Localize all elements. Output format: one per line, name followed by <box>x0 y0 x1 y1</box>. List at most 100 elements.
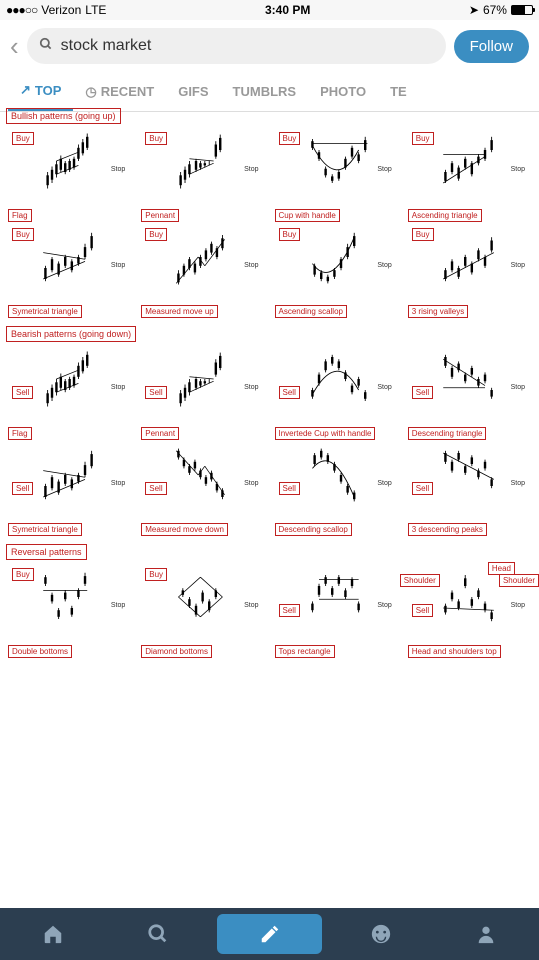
action-label: Buy <box>412 228 434 241</box>
carrier-label: Verizon <box>41 3 81 17</box>
tab-label: TOP <box>35 83 62 98</box>
pattern-name: 3 descending peaks <box>408 523 487 536</box>
action-label: Buy <box>12 568 34 581</box>
location-icon: ➤ <box>469 3 479 17</box>
pattern-chart <box>271 564 402 630</box>
battery-icon <box>511 5 533 15</box>
action-label: Buy <box>12 228 34 241</box>
pattern-cell[interactable]: Buy Stop Diamond bottoms <box>137 564 268 658</box>
pattern-name: Tops rectangle <box>275 645 335 658</box>
pattern-cell[interactable]: BuyStopFlag <box>4 128 135 222</box>
action-label: Buy <box>412 132 434 145</box>
stop-label: Stop <box>511 166 525 173</box>
pattern-cell[interactable]: SellStop3 descending peaks <box>404 442 535 536</box>
pattern-name: Ascending scallop <box>275 305 347 318</box>
pattern-grid: BuyStopDouble bottomsBuyStopDiamond bott… <box>4 564 535 658</box>
action-label: Buy <box>279 132 301 145</box>
pattern-grid: SellStopFlagSellStopPennantSellStopInver… <box>4 346 535 536</box>
stop-label: Stop <box>244 166 258 173</box>
stop-label: Stop <box>511 602 525 609</box>
pattern-cell[interactable]: SellStopDescending triangle <box>404 346 535 440</box>
stop-label: Stop <box>244 384 258 391</box>
pattern-cell[interactable]: Sell Stop Descending scallop <box>271 442 402 536</box>
pattern-chart <box>271 442 402 508</box>
nav-search[interactable] <box>105 908 210 960</box>
nav-home[interactable] <box>0 908 105 960</box>
pattern-cell[interactable]: BuyStopMeasured move up <box>137 224 268 318</box>
search-bar: ‹ stock market Follow <box>0 20 539 72</box>
action-label: Sell <box>412 604 433 617</box>
stop-label: Stop <box>244 602 258 609</box>
pattern-cell[interactable]: BuyStopDouble bottoms <box>4 564 135 658</box>
action-label: Sell <box>279 604 300 617</box>
action-label: Buy <box>145 228 167 241</box>
pattern-name: Flag <box>8 427 32 440</box>
stop-label: Stop <box>377 166 391 173</box>
status-bar: ●●●○○ Verizon LTE 3:40 PM ➤ 67% <box>0 0 539 20</box>
nav-activity[interactable] <box>328 908 433 960</box>
pattern-name: Head and shoulders top <box>408 645 501 658</box>
follow-button[interactable]: Follow <box>454 30 529 63</box>
stop-label: Stop <box>377 480 391 487</box>
action-label: Buy <box>12 132 34 145</box>
action-label: Sell <box>412 482 433 495</box>
pattern-cell[interactable]: SellStopSymetrical triangle <box>4 442 135 536</box>
status-right: ➤ 67% <box>469 3 533 17</box>
pattern-chart <box>404 442 535 508</box>
pattern-cell[interactable]: BuyStopSymetrical triangle <box>4 224 135 318</box>
pattern-cell[interactable]: SellStopMeasured move down <box>137 442 268 536</box>
stop-label: Stop <box>511 384 525 391</box>
pattern-name: Double bottoms <box>8 645 72 658</box>
pattern-name: Diamond bottoms <box>141 645 212 658</box>
pattern-cell[interactable]: SellStopInvertede Cup with handle <box>271 346 402 440</box>
pattern-name: Cup with handle <box>275 209 340 222</box>
pattern-cell[interactable]: SellStopPennant <box>137 346 268 440</box>
action-label: Sell <box>12 386 33 399</box>
pattern-cell[interactable]: Sell Stop Tops rectangle <box>271 564 402 658</box>
tab-label: RECENT <box>101 84 154 99</box>
section-title: Reversal patterns <box>6 544 87 560</box>
stop-label: Stop <box>377 602 391 609</box>
pattern-cell[interactable]: BuyStopAscending scallop <box>271 224 402 318</box>
pattern-name: Symetrical triangle <box>8 523 82 536</box>
action-label: Buy <box>145 568 167 581</box>
pattern-name: Ascending triangle <box>408 209 482 222</box>
action-label: Sell <box>279 482 300 495</box>
pattern-name: Descending scallop <box>275 523 352 536</box>
back-button[interactable]: ‹ <box>10 31 19 62</box>
extra-label: Shoulder <box>499 574 539 587</box>
search-icon <box>39 37 53 56</box>
pattern-name: 3 rising valleys <box>408 305 468 318</box>
nav-profile[interactable] <box>434 908 539 960</box>
pattern-cell[interactable]: SellHeadShoulderShoulderStopHead and sho… <box>404 564 535 658</box>
pattern-chart <box>137 346 268 412</box>
battery-pct: 67% <box>483 3 507 17</box>
pattern-chart <box>404 346 535 412</box>
search-input[interactable]: stock market <box>27 28 446 64</box>
stop-label: Stop <box>111 262 125 269</box>
extra-label: Shoulder <box>400 574 440 587</box>
pattern-name: Measured move up <box>141 305 217 318</box>
pattern-name: Pennant <box>141 209 179 222</box>
action-label: Sell <box>12 482 33 495</box>
nav-compose[interactable] <box>217 914 322 954</box>
trend-icon: ↗ <box>20 82 31 98</box>
stop-label: Stop <box>111 166 125 173</box>
action-label: Sell <box>145 386 166 399</box>
action-label: Sell <box>145 482 166 495</box>
stop-label: Stop <box>511 262 525 269</box>
pattern-cell[interactable]: Buy Stop 3 rising valleys <box>404 224 535 318</box>
pattern-grid: BuyStopFlagBuyStopPennantBuyStopCup with… <box>4 128 535 318</box>
pattern-cell[interactable]: Buy Stop Pennant <box>137 128 268 222</box>
pattern-cell[interactable]: SellStopFlag <box>4 346 135 440</box>
action-label: Sell <box>279 386 300 399</box>
pattern-chart <box>4 442 135 508</box>
bottom-nav <box>0 908 539 960</box>
stop-label: Stop <box>244 480 258 487</box>
section-title: Bullish patterns (going up) <box>6 108 121 124</box>
pattern-cell[interactable]: Buy Stop Cup with handle <box>271 128 402 222</box>
pattern-chart <box>137 442 268 508</box>
search-text: stock market <box>61 37 152 55</box>
action-label: Buy <box>145 132 167 145</box>
pattern-cell[interactable]: Buy Stop Ascending triangle <box>404 128 535 222</box>
